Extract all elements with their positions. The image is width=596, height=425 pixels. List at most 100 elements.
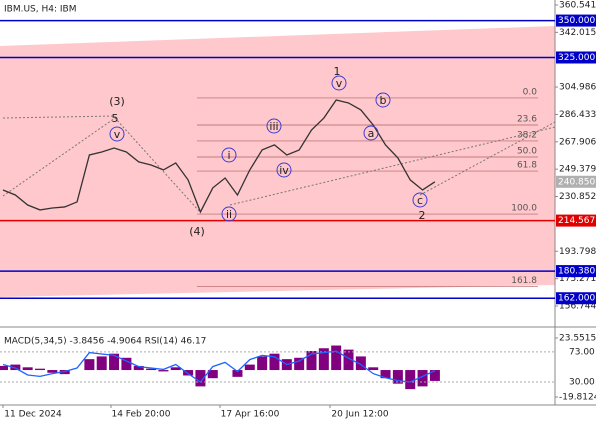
macd-bar — [22, 367, 33, 371]
fib-label: 100.0 — [511, 204, 537, 214]
indicator-title: MACD(5,34,5) -3.8456 -4.9064 RSI(14) 46.… — [4, 337, 206, 347]
macd-bar — [0, 365, 8, 371]
y-tick-label: 304.986 — [559, 83, 596, 93]
level-box — [556, 14, 596, 27]
level-label: 325.000 — [558, 53, 595, 63]
trend-line — [419, 121, 556, 196]
wave-label: a — [368, 127, 375, 140]
y-tick-label: 267.906 — [559, 137, 596, 147]
macd-bar — [170, 367, 181, 371]
rsi-line — [2, 350, 436, 383]
y-tick-label: 73.00 — [569, 347, 595, 357]
wave-label: 2 — [419, 209, 426, 222]
wave-circle — [276, 162, 292, 178]
price-line — [2, 99, 436, 214]
level-label: 180.380 — [558, 267, 595, 277]
wave-circle — [221, 147, 237, 163]
level-box — [556, 292, 596, 305]
level-label: 350.000 — [558, 16, 595, 26]
macd-bar — [343, 349, 354, 371]
macd-bar — [429, 370, 440, 381]
wave-label: v — [336, 77, 343, 90]
macd-bar — [417, 370, 428, 387]
fib-label: 23.6 — [517, 114, 537, 124]
wave-circle — [109, 126, 125, 142]
trend-line — [2, 115, 116, 119]
y-tick-label: 175.271 — [559, 274, 596, 284]
y-tick-label: 249.379 — [559, 165, 596, 175]
macd-bar — [195, 370, 206, 387]
macd-bar — [47, 370, 58, 373]
level-box — [556, 175, 596, 188]
level-label: 240.850 — [558, 177, 595, 187]
macd-bar — [257, 356, 268, 371]
macd-bar — [331, 345, 342, 371]
macd-bar — [121, 357, 132, 371]
fib-label: 61.8 — [517, 161, 537, 171]
y-tick-label: 30.00 — [569, 378, 595, 388]
wave-label: v — [114, 128, 121, 141]
level-label: 162.000 — [558, 294, 595, 304]
y-tick-label: 156.744 — [559, 301, 596, 311]
wave-label: c — [417, 194, 423, 207]
y-tick-label: -19.8124 — [559, 393, 596, 403]
macd-bar — [269, 353, 280, 371]
y-tick-label: 342.015 — [559, 28, 596, 38]
macd-bar — [294, 357, 305, 371]
level-box — [556, 214, 596, 227]
x-tick-label: 11 Dec 2024 — [4, 410, 62, 420]
wave-circle — [266, 118, 282, 134]
wave-label: ii — [226, 208, 232, 221]
wave-label: b — [380, 94, 387, 107]
wave-label: 1 — [334, 65, 341, 78]
fib-label: 50.0 — [517, 147, 537, 157]
wave-circle — [363, 125, 379, 141]
trend-line — [2, 117, 201, 213]
macd-bar — [109, 353, 120, 371]
macd-bar — [355, 356, 366, 371]
wave-label: iv — [279, 164, 289, 177]
level-box — [556, 51, 596, 64]
macd-bar — [318, 348, 329, 371]
chart-title: IBM.US, H4: IBM — [4, 5, 76, 15]
x-tick-label: 14 Feb 20:00 — [111, 410, 170, 420]
y-tick-label: 23.5515 — [559, 333, 596, 343]
macd-bar — [158, 370, 169, 372]
wave-circle — [412, 192, 428, 208]
x-tick-label: 20 Jun 12:00 — [331, 410, 388, 420]
wave-circle — [221, 206, 237, 222]
macd-bar — [405, 370, 416, 390]
macd-bar — [146, 368, 157, 371]
macd-bar — [244, 364, 255, 371]
macd-bar — [133, 365, 144, 371]
wave-label: i — [227, 149, 230, 162]
macd-bar — [84, 359, 95, 371]
macd-bar — [368, 367, 379, 371]
y-tick-label: 360.541 — [559, 0, 596, 10]
wave-label: (4) — [189, 225, 205, 238]
macd-bar — [96, 356, 107, 371]
level-box — [556, 265, 596, 278]
wave-label: iii — [269, 120, 278, 133]
macd-bar — [207, 370, 218, 379]
channel — [0, 26, 555, 297]
macd-bar — [306, 350, 317, 371]
wave-circle — [375, 92, 391, 108]
x-tick-label: 17 Apr 16:00 — [221, 410, 280, 420]
macd-bar — [380, 370, 391, 379]
y-tick-label: 286.433 — [559, 110, 596, 120]
y-tick-label: 230.852 — [559, 192, 596, 202]
wave-label: 5 — [112, 112, 119, 125]
fib-label: 38.2 — [517, 130, 537, 140]
macd-bar — [232, 370, 243, 377]
macd-bar — [392, 370, 403, 384]
macd-bar — [10, 364, 21, 371]
wave-label: (3) — [109, 95, 125, 108]
macd-bar — [35, 368, 46, 371]
fib-label: 161.8 — [511, 276, 537, 286]
macd-bar — [183, 370, 194, 376]
y-tick-label: 193.798 — [559, 247, 596, 257]
fib-label: 0.0 — [523, 87, 538, 97]
level-label: 214.567 — [558, 216, 595, 226]
